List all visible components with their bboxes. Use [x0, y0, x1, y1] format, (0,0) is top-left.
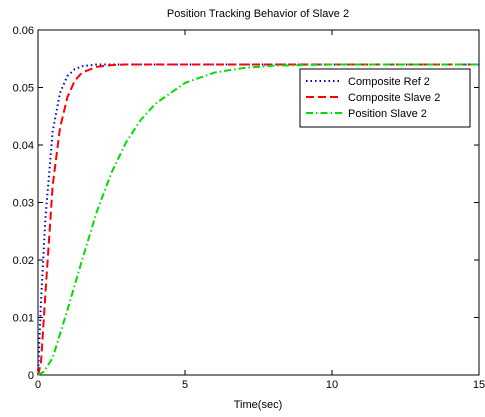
x-tick-label: 5 — [182, 379, 188, 391]
x-tick-label: 0 — [35, 379, 41, 391]
x-axis-label: Time(sec) — [234, 399, 282, 411]
x-tick-label: 15 — [473, 379, 485, 391]
legend-label-2: Composite Slave 2 — [348, 92, 440, 104]
y-tick-label: 0.06 — [13, 25, 34, 37]
chart-title: Position Tracking Behavior of Slave 2 — [167, 8, 349, 20]
legend-label-3: Position Slave 2 — [348, 108, 427, 120]
y-tick-label: 0.05 — [13, 83, 34, 95]
x-tick-label: 10 — [326, 379, 338, 391]
legend-label-1: Composite Ref 2 — [348, 76, 430, 88]
y-tick-label: 0 — [28, 370, 34, 382]
legend: Composite Ref 2 Composite Slave 2 Position… — [299, 68, 471, 128]
axes: 0 5 10 15 0 0.01 0.02 0.03 0.04 0.05 0.06 — [13, 25, 485, 391]
series-layer — [37, 63, 479, 376]
y-tick-label: 0.03 — [13, 198, 34, 210]
y-tick-label: 0.02 — [13, 255, 34, 267]
series-line-3 — [37, 63, 479, 376]
legend-box — [299, 68, 471, 128]
series-line-2 — [37, 63, 479, 376]
y-tick-label: 0.04 — [13, 140, 34, 152]
y-tick-label: 0.01 — [13, 313, 34, 325]
